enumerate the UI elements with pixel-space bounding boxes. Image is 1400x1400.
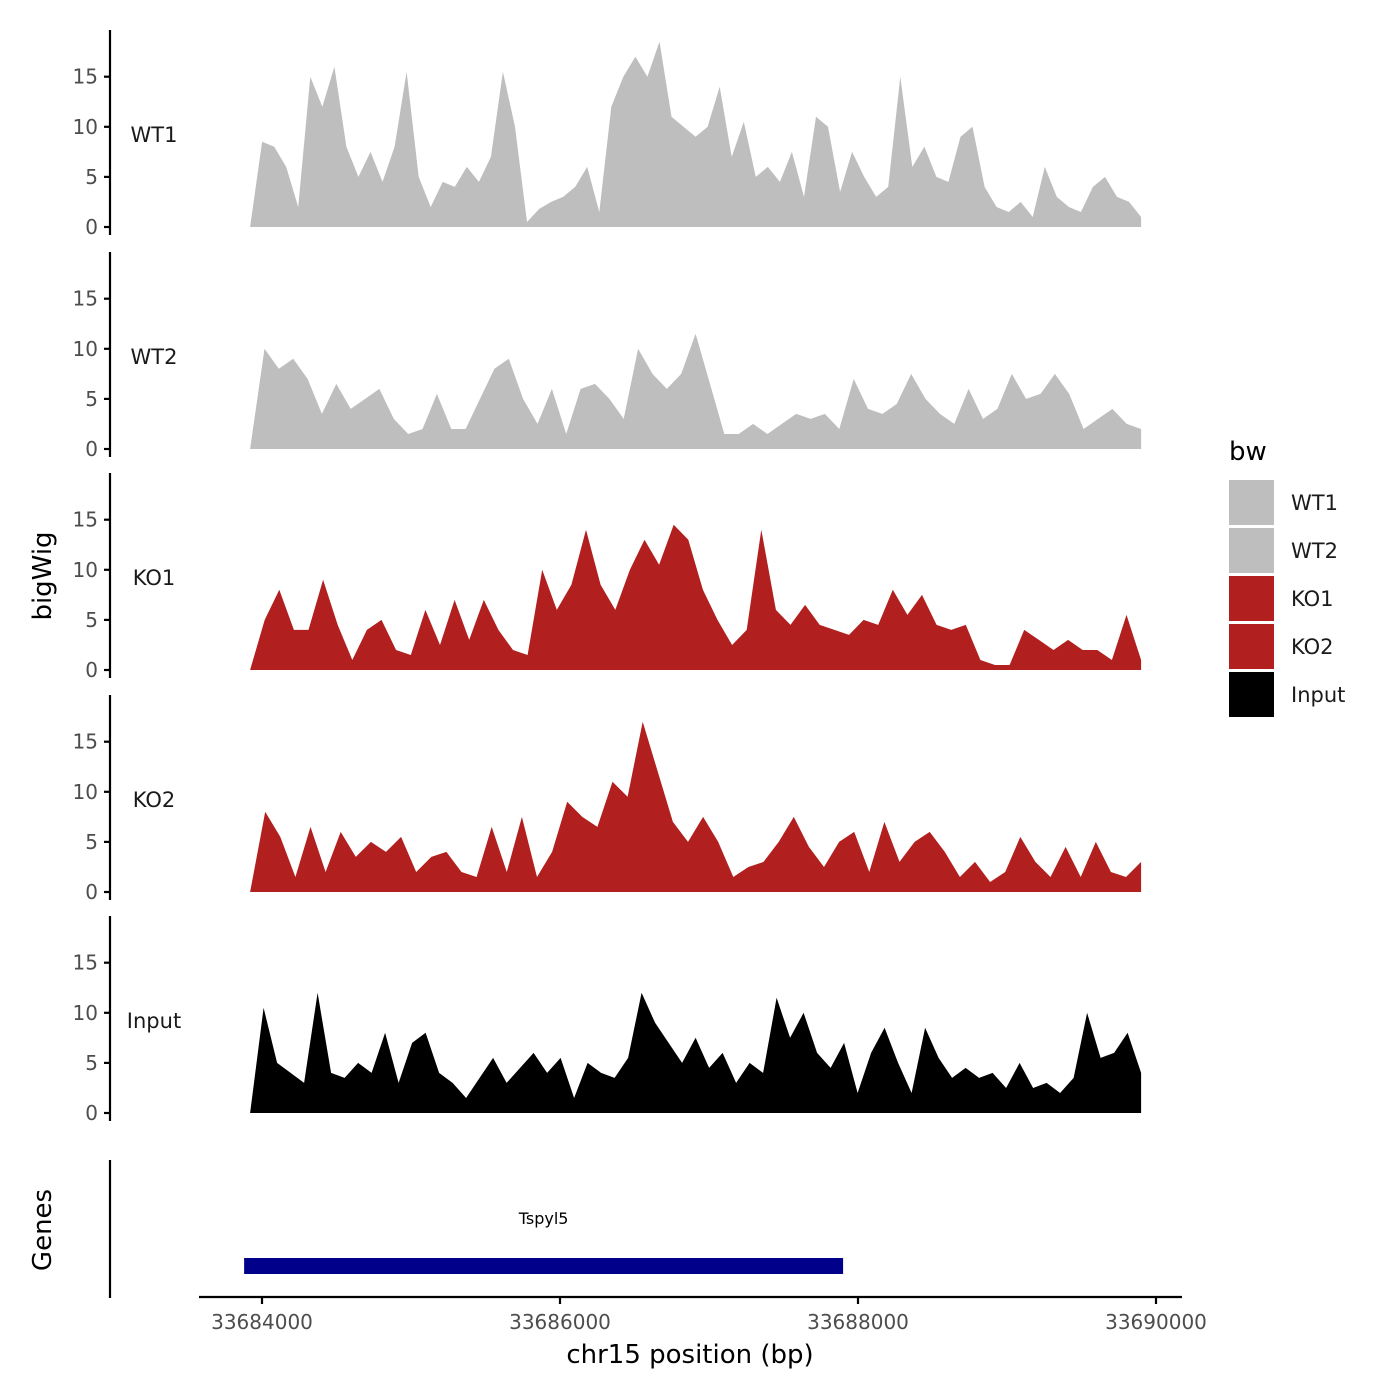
y-tick-label: 0 — [85, 880, 98, 904]
y-tick-label: 10 — [73, 780, 98, 804]
y-axis-title: bigWig — [28, 531, 58, 620]
legend-label-input: Input — [1291, 683, 1345, 707]
y-tick-label: 5 — [85, 165, 98, 189]
legend-key-ko2 — [1229, 624, 1274, 669]
legend-title: bw — [1229, 437, 1267, 467]
y-tick-label: 10 — [73, 337, 98, 361]
track-wt1: 0 5 10 15 WT1 — [73, 30, 1142, 239]
series-area-input — [250, 992, 1142, 1113]
track-input: 0 5 10 15 Input — [73, 916, 1142, 1125]
legend-key-wt1 — [1229, 480, 1274, 525]
y-tick-label: 10 — [73, 1001, 98, 1025]
track-label-ko2: KO2 — [133, 788, 176, 812]
track-wt2: 0 5 10 15 WT2 — [73, 252, 1142, 461]
bigwig-tracks: 0 5 10 15 WT1 0 5 10 15 WT2 0 5 10 15 KO1 0 5 10 15 KO2 0 5 10… — [73, 30, 1142, 1125]
x-tick-label: 33688000 — [807, 1310, 909, 1334]
y-tick-label: 15 — [73, 951, 98, 975]
legend-label-wt2: WT2 — [1291, 539, 1338, 563]
x-tick-label: 33684000 — [211, 1310, 313, 1334]
y-tick-label: 15 — [73, 508, 98, 532]
legend-key-wt2 — [1229, 528, 1274, 573]
legend-key-input — [1229, 672, 1274, 717]
y-tick-label: 5 — [85, 830, 98, 854]
legend-label-ko2: KO2 — [1291, 635, 1334, 659]
legend-label-wt1: WT1 — [1291, 491, 1338, 515]
track-ko2: 0 5 10 15 KO2 — [73, 695, 1142, 904]
x-axis: 33684000 33686000 33688000 33690000 — [199, 1295, 1207, 1334]
y-tick-label: 15 — [73, 65, 98, 89]
x-tick-label: 33690000 — [1105, 1310, 1207, 1334]
y-tick-label: 10 — [73, 558, 98, 582]
x-axis-title: chr15 position (bp) — [566, 1340, 813, 1370]
series-area-ko1 — [250, 524, 1142, 670]
y-tick-label: 0 — [85, 437, 98, 461]
series-area-ko2 — [250, 721, 1142, 892]
track-label-ko1: KO1 — [133, 566, 176, 590]
series-area-wt2 — [250, 333, 1142, 449]
y-tick-label: 5 — [85, 608, 98, 632]
genes-axis-title: Genes — [28, 1189, 58, 1271]
y-tick-label: 15 — [73, 730, 98, 754]
y-tick-label: 15 — [73, 287, 98, 311]
track-ko1: 0 5 10 15 KO1 — [73, 473, 1142, 682]
legend-key-ko1 — [1229, 576, 1274, 621]
y-tick-label: 0 — [85, 658, 98, 682]
y-tick-label: 5 — [85, 1051, 98, 1075]
track-label-input: Input — [127, 1009, 181, 1033]
legend-label-ko1: KO1 — [1291, 587, 1334, 611]
track-label-wt1: WT1 — [131, 123, 178, 147]
y-tick-label: 0 — [85, 1101, 98, 1125]
gene-bar-tspyl5 — [244, 1258, 844, 1274]
track-label-wt2: WT2 — [131, 345, 178, 369]
y-tick-label: 0 — [85, 215, 98, 239]
genes-track: Tspyl5 — [108, 1160, 844, 1298]
y-tick-label: 5 — [85, 387, 98, 411]
legend: bw WT1 WT2 KO1 KO2 Input — [1229, 437, 1345, 717]
series-area-wt1 — [250, 41, 1142, 227]
x-tick-label: 33686000 — [509, 1310, 611, 1334]
y-tick-label: 10 — [73, 115, 98, 139]
gene-label-tspyl5: Tspyl5 — [518, 1209, 569, 1228]
